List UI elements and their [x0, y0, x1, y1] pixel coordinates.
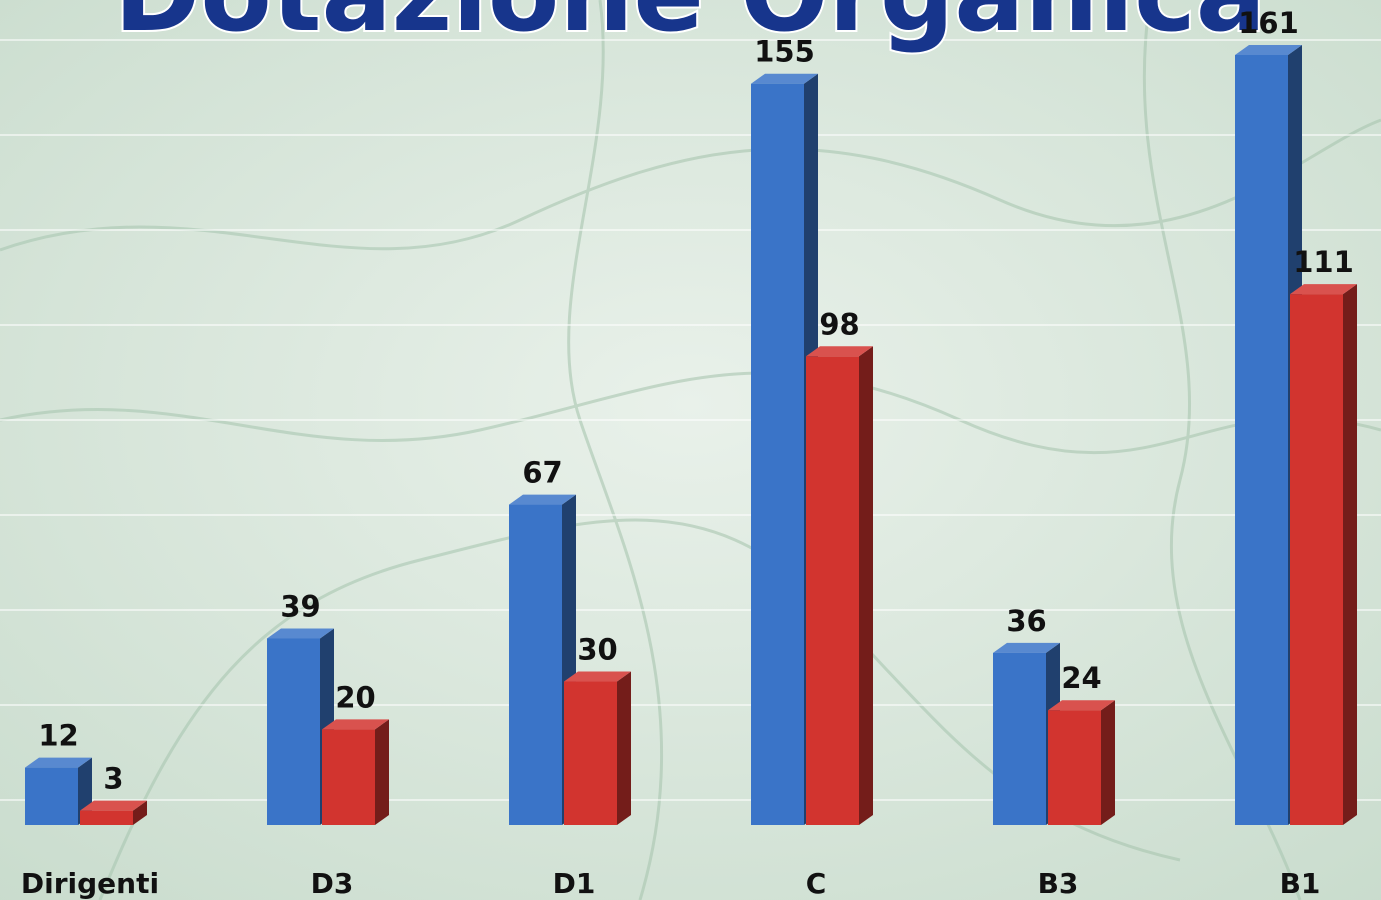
- x-tick-label: D3: [311, 867, 354, 900]
- bar-side: [133, 800, 147, 825]
- bar-top: [993, 642, 1060, 653]
- bar-front: [1235, 55, 1288, 825]
- data-label: 155: [754, 35, 815, 69]
- bar-top: [806, 346, 873, 357]
- data-label: 36: [1006, 604, 1046, 638]
- bar-top: [25, 757, 92, 768]
- data-label: 24: [1061, 661, 1101, 695]
- x-tick-label: D1: [553, 867, 596, 900]
- bar: [806, 346, 873, 825]
- bar-front: [267, 638, 320, 825]
- bar-front: [322, 729, 375, 825]
- bar-side: [375, 719, 389, 825]
- bar-top: [509, 494, 576, 505]
- bar: [322, 719, 389, 825]
- bar-top: [1290, 284, 1357, 295]
- bar-top: [267, 628, 334, 639]
- data-label: 161: [1238, 6, 1299, 40]
- bar-top: [751, 73, 818, 84]
- bar: [564, 671, 631, 825]
- bar-front: [564, 681, 617, 825]
- bar-front: [25, 767, 78, 825]
- bar-top: [322, 719, 389, 730]
- data-label: 12: [38, 719, 78, 753]
- bar: [993, 642, 1060, 825]
- x-tick-label: B3: [1038, 867, 1079, 900]
- bar-top: [80, 800, 147, 811]
- bar-side: [859, 346, 873, 825]
- bar: [509, 494, 576, 825]
- bar: [80, 800, 147, 825]
- bar-side: [1101, 700, 1115, 825]
- bar-front: [993, 652, 1046, 825]
- data-label: 3: [103, 762, 123, 796]
- bar-front: [806, 356, 859, 825]
- x-tick-label: C: [806, 867, 827, 900]
- x-tick-label: B1: [1280, 867, 1321, 900]
- bar-front: [509, 504, 562, 825]
- bar-top: [1235, 45, 1302, 55]
- bar-top: [1048, 700, 1115, 711]
- bar: [25, 757, 92, 825]
- data-label: 111: [1293, 245, 1354, 279]
- bar: [1048, 700, 1115, 825]
- bar: [1290, 284, 1357, 825]
- data-label: 98: [819, 307, 859, 341]
- bar-side: [617, 671, 631, 825]
- background-lines: [0, 39, 1381, 801]
- x-tick-label: Dirigenti: [21, 867, 159, 900]
- chart-title: Dotazione Organica: [114, 0, 1266, 55]
- bar-front: [1290, 294, 1343, 825]
- bar-front: [80, 810, 133, 825]
- data-label: 20: [335, 680, 375, 714]
- data-label: 30: [577, 633, 617, 667]
- data-label: 67: [522, 456, 562, 490]
- data-label: 39: [280, 589, 320, 623]
- bar-top: [564, 671, 631, 682]
- bar-front: [751, 83, 804, 825]
- bar-front: [1048, 710, 1101, 825]
- bar-side: [1343, 284, 1357, 825]
